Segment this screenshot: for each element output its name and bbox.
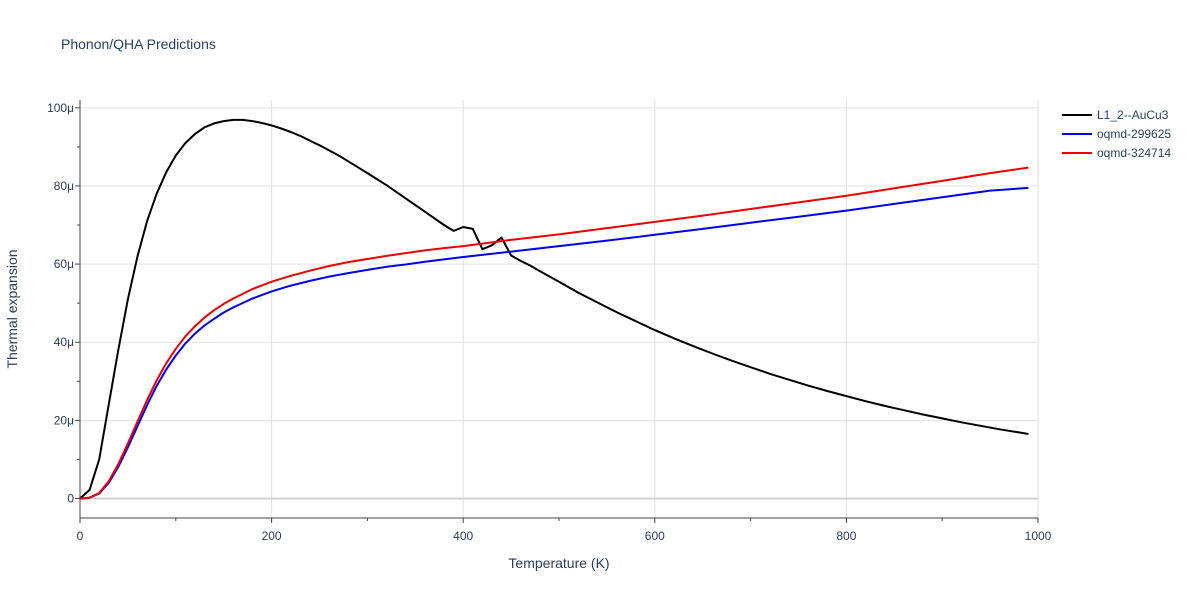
grid-lines [80,100,1039,518]
y-tick-label: 0 [67,491,74,505]
x-tick-label: 800 [836,529,856,543]
x-tick-label: 400 [453,529,473,543]
series-line-oqmd-299625 [79,186,1029,500]
x-tick-label: 1000 [1025,529,1052,543]
y-tick-label: 100μ [47,101,74,115]
chart-title: Phonon/QHA Predictions [61,36,216,52]
axis-ticks [75,107,1039,523]
series-line-L1_2--AuCu3 [79,118,1029,500]
x-tick-label: 600 [645,529,665,543]
y-tick-label: 80μ [54,179,74,193]
legend: L1_2--AuCu3 oqmd-299625 oqmd-324714 [1062,108,1171,160]
y-tick-label: 60μ [54,257,74,271]
legend-label: oqmd-324714 [1097,146,1171,160]
y-tick-label: 40μ [54,335,74,349]
legend-label: L1_2--AuCu3 [1097,108,1169,122]
legend-label: oqmd-299625 [1097,127,1171,141]
x-tick-label: 0 [77,529,84,543]
y-axis-title: Thermal expansion [4,249,20,368]
x-axis-title: Temperature (K) [508,555,609,571]
series-line-oqmd-324714 [79,166,1029,500]
series-lines [79,118,1029,500]
x-tick-label: 200 [262,529,282,543]
y-tick-label: 20μ [54,413,74,427]
